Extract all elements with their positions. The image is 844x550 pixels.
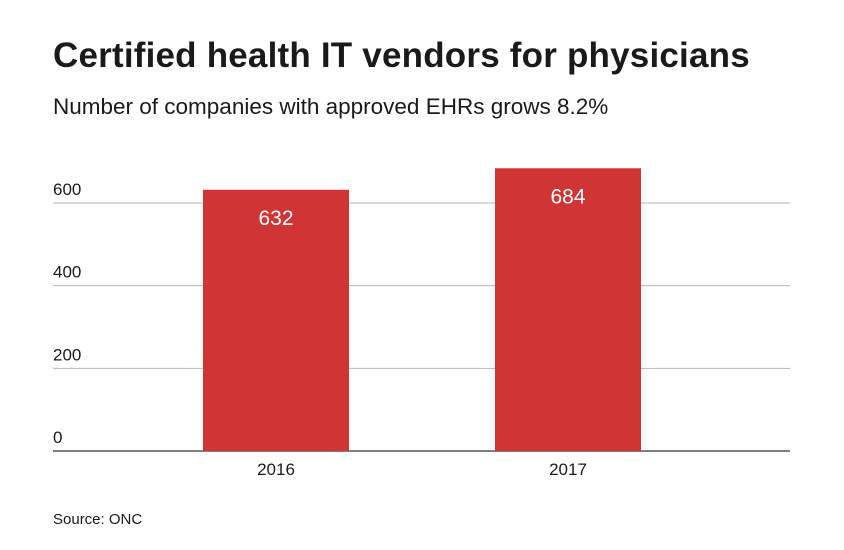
gridlines: [53, 202, 790, 452]
y-tick-label: 200: [53, 345, 81, 364]
bar: [203, 189, 349, 452]
bars: [203, 168, 641, 452]
x-axis-tick-labels: 2016 2017: [257, 460, 587, 479]
chart-subtitle: Number of companies with approved EHRs g…: [53, 94, 609, 119]
x-tick-label: 2016: [257, 460, 295, 479]
y-tick-label: 0: [53, 428, 62, 447]
data-label: 684: [550, 185, 585, 208]
data-labels: 632 684: [258, 185, 585, 229]
y-axis-tick-labels: 0 200 400 600: [53, 180, 81, 447]
data-label: 632: [258, 207, 293, 230]
bar: [495, 168, 641, 451]
source-note: Source: ONC: [53, 511, 143, 528]
chart-title: Certified health IT vendors for physicia…: [53, 36, 750, 75]
y-tick-label: 600: [53, 180, 81, 199]
y-tick-label: 400: [53, 263, 81, 282]
x-tick-label: 2017: [549, 460, 587, 479]
